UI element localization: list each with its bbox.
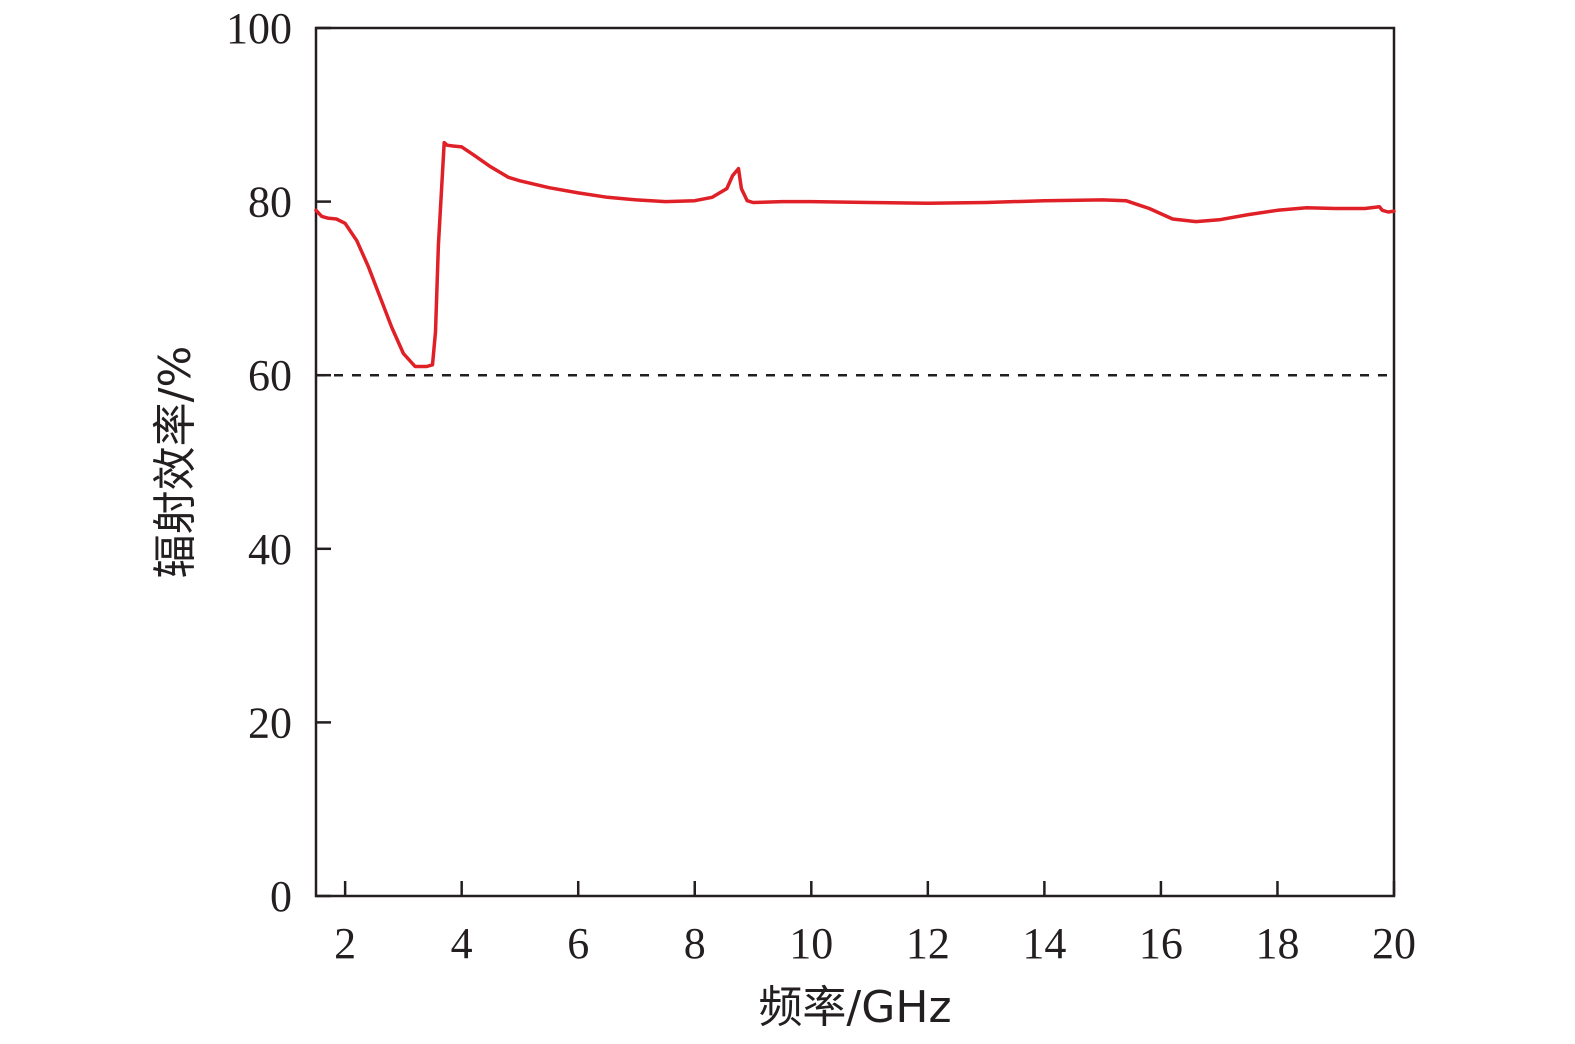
- series-line-0: [314, 140, 1396, 369]
- x-axis-title: 频率/GHz: [758, 982, 951, 1033]
- y-tick-label-20: 20: [248, 698, 292, 747]
- x-tick-label-16: 16: [1139, 919, 1183, 968]
- series-layer: [314, 140, 1396, 369]
- y-tick-label-40: 40: [248, 525, 292, 574]
- x-tick-label-2: 2: [334, 919, 356, 968]
- x-tick-label-10: 10: [789, 919, 833, 968]
- y-tick-label-80: 80: [248, 178, 292, 227]
- y-tick-label-60: 60: [248, 351, 292, 400]
- y-tick-label-100: 100: [226, 4, 292, 53]
- y-tick-label-0: 0: [270, 872, 292, 921]
- plot-frame: [314, 26, 1396, 898]
- x-tick-label-12: 12: [906, 919, 950, 968]
- x-tick-label-20: 20: [1372, 919, 1416, 968]
- ticks-layer: 2 4 6 8 10 12 14 16 18 20 0 20 40 60 80 100: [226, 4, 1416, 968]
- x-tick-label-18: 18: [1255, 919, 1299, 968]
- x-tick-label-14: 14: [1022, 919, 1066, 968]
- x-tick-label-4: 4: [451, 919, 473, 968]
- x-tick-label-6: 6: [567, 919, 589, 968]
- y-axis-title: 辐射效率/%: [150, 346, 201, 579]
- x-tick-label-8: 8: [684, 919, 706, 968]
